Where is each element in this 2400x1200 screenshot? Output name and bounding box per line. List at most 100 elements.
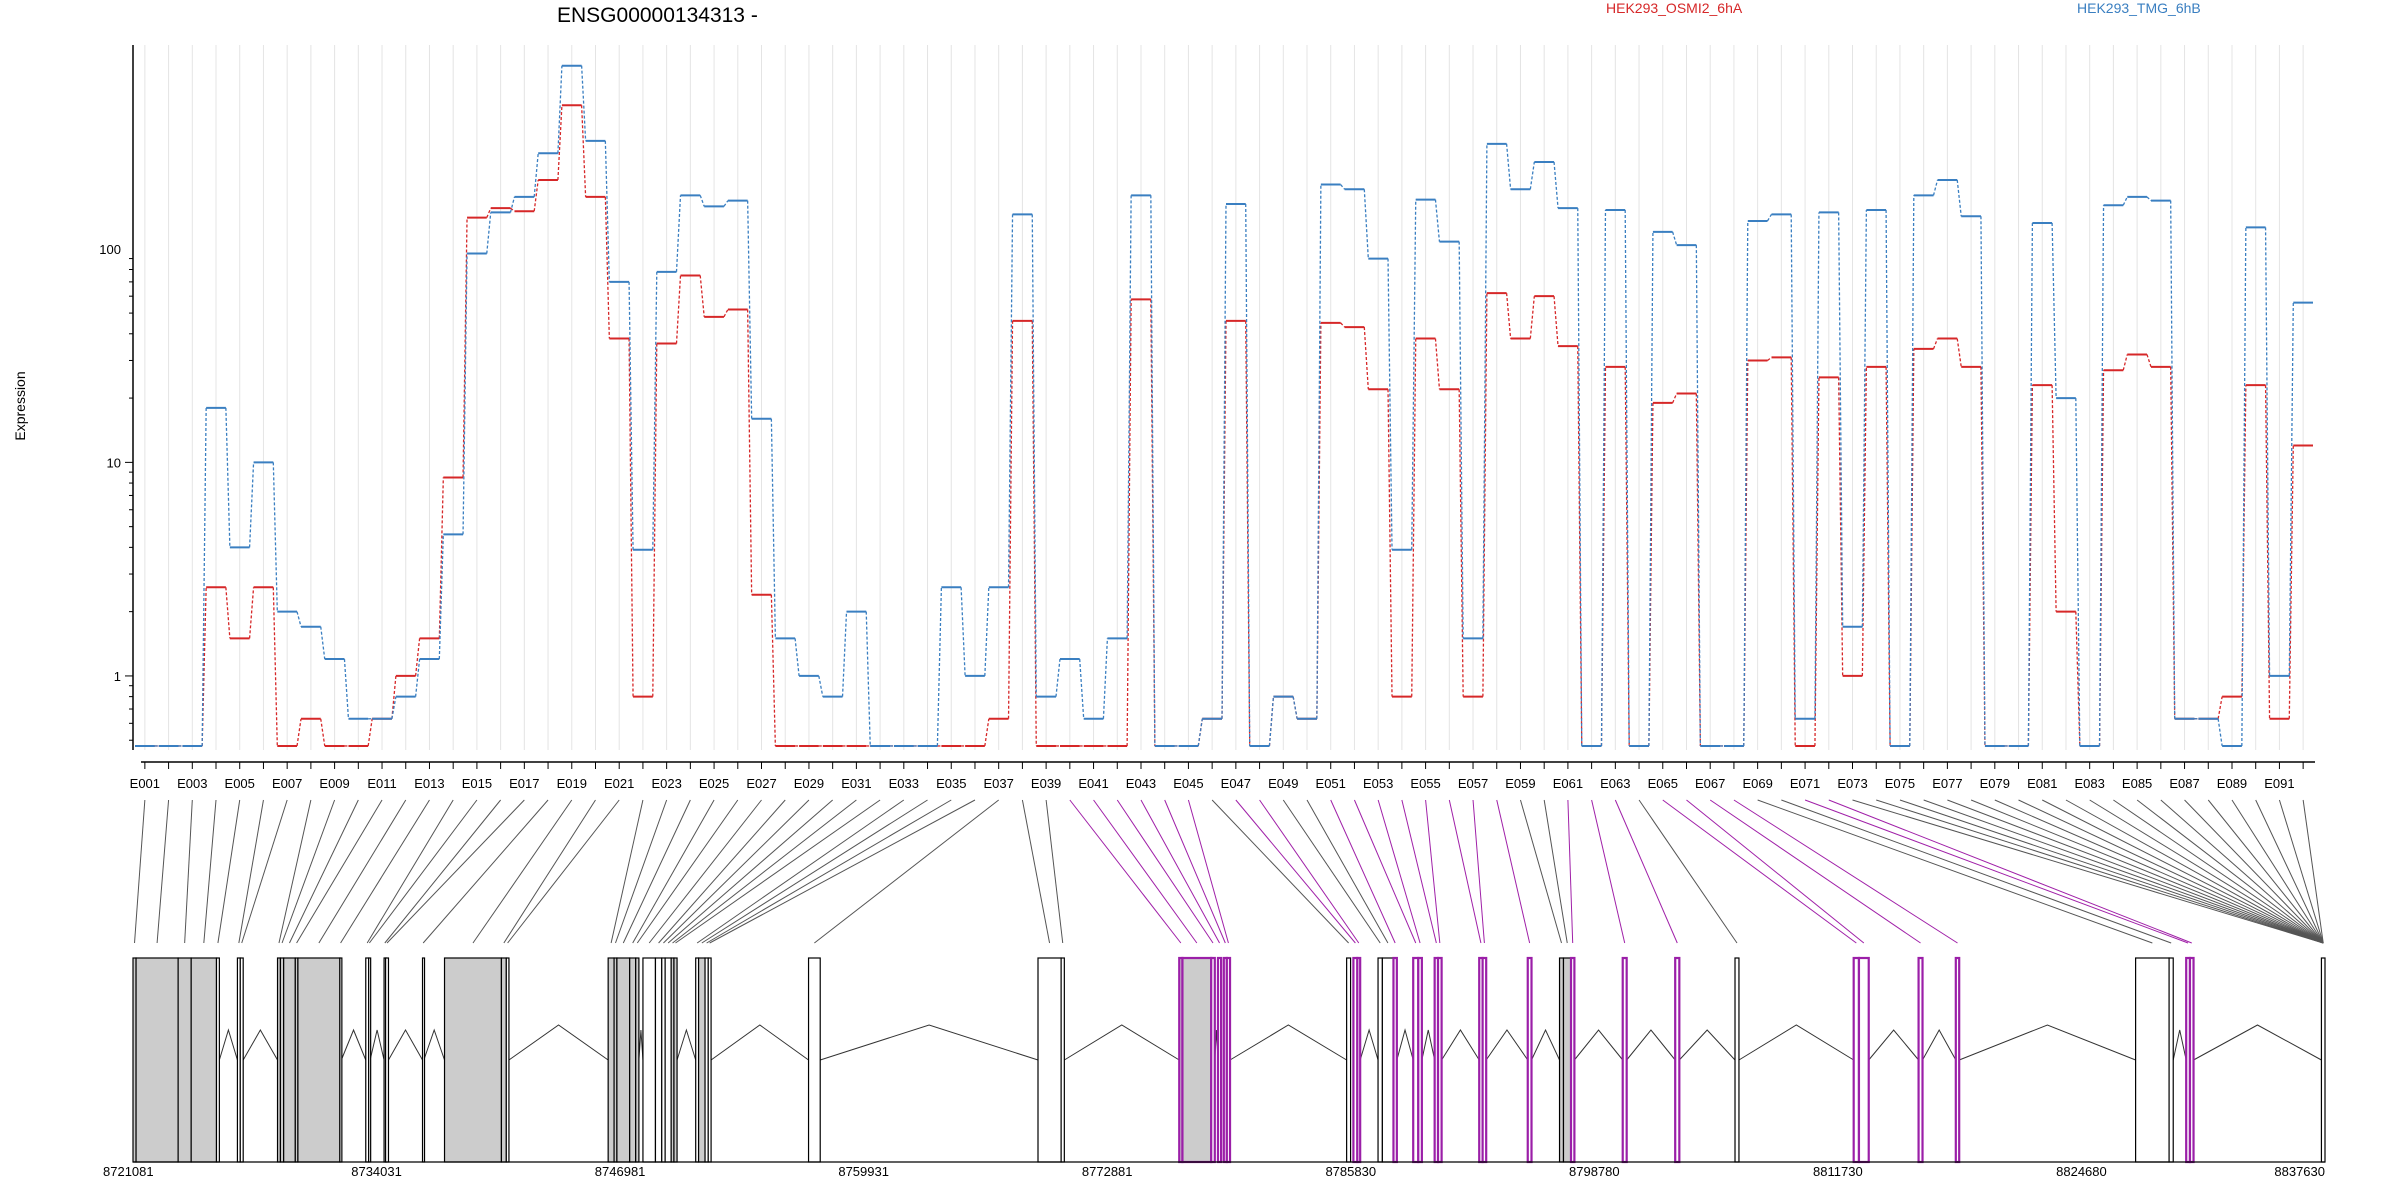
- exon-block: [135, 957, 179, 1163]
- exon-connector: [1591, 799, 1626, 944]
- y-tick-label: 10: [107, 455, 121, 470]
- exon-connector: [1781, 799, 2172, 944]
- exon-tick-label: E005: [225, 776, 255, 791]
- exon-connector: [615, 799, 668, 944]
- series-connector: [1340, 322, 1346, 328]
- series-connector: [1932, 338, 1939, 350]
- exon-block: [500, 957, 507, 1163]
- intron-line: [710, 1024, 809, 1061]
- series-connector: [2288, 302, 2294, 676]
- exon-connector: [2278, 799, 2324, 944]
- intron-line: [1868, 1029, 1919, 1061]
- exon-connector: [1804, 799, 2189, 944]
- exon-block: [1037, 957, 1062, 1163]
- exon-connector: [1211, 799, 1349, 944]
- exon-connector: [706, 799, 952, 944]
- series-connector: [1316, 184, 1322, 719]
- exon-connector: [2255, 799, 2324, 944]
- series-connector: [1766, 213, 1773, 222]
- series-connector: [510, 207, 515, 212]
- exon-block: [1569, 956, 1576, 1164]
- exon-connector: [1353, 799, 1417, 944]
- exon-connector: [156, 799, 170, 944]
- series-connector: [2075, 398, 2081, 746]
- series-connector: [580, 105, 587, 197]
- exon-tick-label: E029: [794, 776, 824, 791]
- intron-line: [1421, 1029, 1436, 1061]
- exon-connector: [610, 799, 644, 944]
- exon-block: [1436, 956, 1443, 1164]
- genome-tick-label: 8721081: [103, 1164, 154, 1179]
- series-connector: [1861, 209, 1868, 627]
- series-connector: [1031, 320, 1037, 746]
- exon-block: [707, 957, 712, 1163]
- series-connector: [723, 200, 729, 207]
- exon-connector: [296, 799, 383, 944]
- exon-connector: [1259, 799, 1360, 944]
- series-connector: [1672, 231, 1678, 246]
- series-connector: [723, 309, 729, 318]
- exon-connector: [667, 799, 833, 944]
- exon-block: [421, 957, 426, 1163]
- series-tmg: [135, 64, 2313, 747]
- exon-connector: [1235, 799, 1356, 944]
- intron-line: [1359, 1028, 1379, 1061]
- exon-connector: [1709, 799, 1921, 944]
- exon-tick-label: E065: [1648, 776, 1678, 791]
- series-connector: [1956, 179, 1962, 217]
- exon-tick-label: E059: [1505, 776, 1535, 791]
- exon-tick-label: E035: [936, 776, 966, 791]
- series-connector: [1197, 718, 1203, 747]
- exon-block: [368, 957, 372, 1163]
- series-connector: [1221, 204, 1227, 719]
- exon-block: [697, 957, 706, 1163]
- intron-line: [1064, 1024, 1180, 1061]
- intron-line: [1441, 1029, 1480, 1061]
- series-connector: [533, 153, 539, 197]
- exon-block: [2188, 956, 2195, 1164]
- exon-tick-label: E079: [1980, 776, 2010, 791]
- exon-block: [1734, 957, 1740, 1163]
- exon-connector: [472, 799, 573, 944]
- exon-block: [1381, 957, 1395, 1163]
- exon-connector: [184, 799, 193, 944]
- exon-tick-label: E013: [414, 776, 444, 791]
- exon-tick-label: E019: [557, 776, 587, 791]
- genome-tick-label: 8785830: [1325, 1164, 1376, 1179]
- exon-tick-label: E041: [1078, 776, 1108, 791]
- exon-connector: [1116, 799, 1214, 944]
- exon-connector: [1852, 799, 2324, 944]
- exon-block: [1621, 956, 1628, 1164]
- exon-tick-label: E067: [1695, 776, 1725, 791]
- series-osmi2: [135, 104, 2313, 747]
- exon-tick-label: E017: [509, 776, 539, 791]
- exon-connector: [1970, 799, 2324, 944]
- series-connector: [486, 207, 492, 218]
- exon-connector: [814, 799, 999, 944]
- exon-connector: [2018, 799, 2324, 944]
- genome-tick-label: 8824680: [2056, 1164, 2107, 1179]
- series-connector: [2098, 205, 2105, 746]
- series-connector: [1624, 209, 1630, 746]
- series-connector: [1126, 195, 1132, 639]
- exon-connector: [636, 799, 739, 944]
- series-connector: [1150, 195, 1156, 746]
- exon-block: [1481, 956, 1488, 1164]
- exon-block: [1181, 956, 1213, 1164]
- series-connector: [1268, 696, 1275, 747]
- series-connector: [984, 718, 990, 747]
- exon-connector: [1519, 799, 1562, 944]
- exon-connector: [134, 799, 146, 944]
- intron-line: [1738, 1024, 1854, 1061]
- exon-connector: [1899, 799, 2324, 944]
- series-connector: [1672, 393, 1678, 404]
- series-connector: [2217, 718, 2223, 747]
- exon-connector: [422, 799, 549, 944]
- exon-connector: [1472, 799, 1485, 944]
- exon-block: [673, 957, 678, 1163]
- exon-connector: [2231, 799, 2324, 944]
- exon-connector: [238, 799, 264, 944]
- series-connector: [414, 638, 421, 677]
- series-connector: [1055, 658, 1061, 697]
- genome-tick-label: 8759931: [838, 1164, 889, 1179]
